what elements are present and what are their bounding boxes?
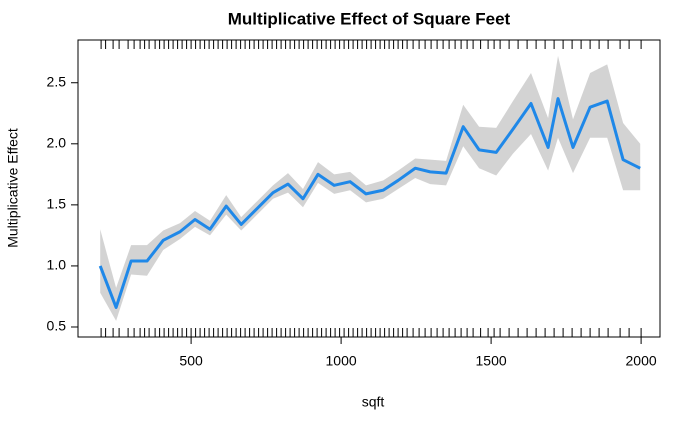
chart-title: Multiplicative Effect of Square Feet — [228, 9, 511, 28]
x-tick-label: 2000 — [626, 353, 657, 369]
y-tick-label: 0.5 — [47, 318, 67, 334]
y-tick-label: 2.5 — [47, 73, 67, 89]
y-axis-label: Multiplicative Effect — [5, 128, 21, 248]
x-tick-label: 1500 — [476, 353, 507, 369]
y-tick-label: 2.0 — [47, 135, 67, 151]
plot-frame — [77, 39, 661, 338]
x-tick-label: 1000 — [326, 353, 357, 369]
x-axis-label: sqft — [362, 394, 385, 410]
line — [98, 97, 641, 309]
y-tick-label: 1.5 — [47, 196, 67, 212]
x-tick-label: 500 — [179, 353, 203, 369]
confidence-band — [100, 55, 641, 321]
y-tick-label: 1.0 — [47, 257, 67, 273]
